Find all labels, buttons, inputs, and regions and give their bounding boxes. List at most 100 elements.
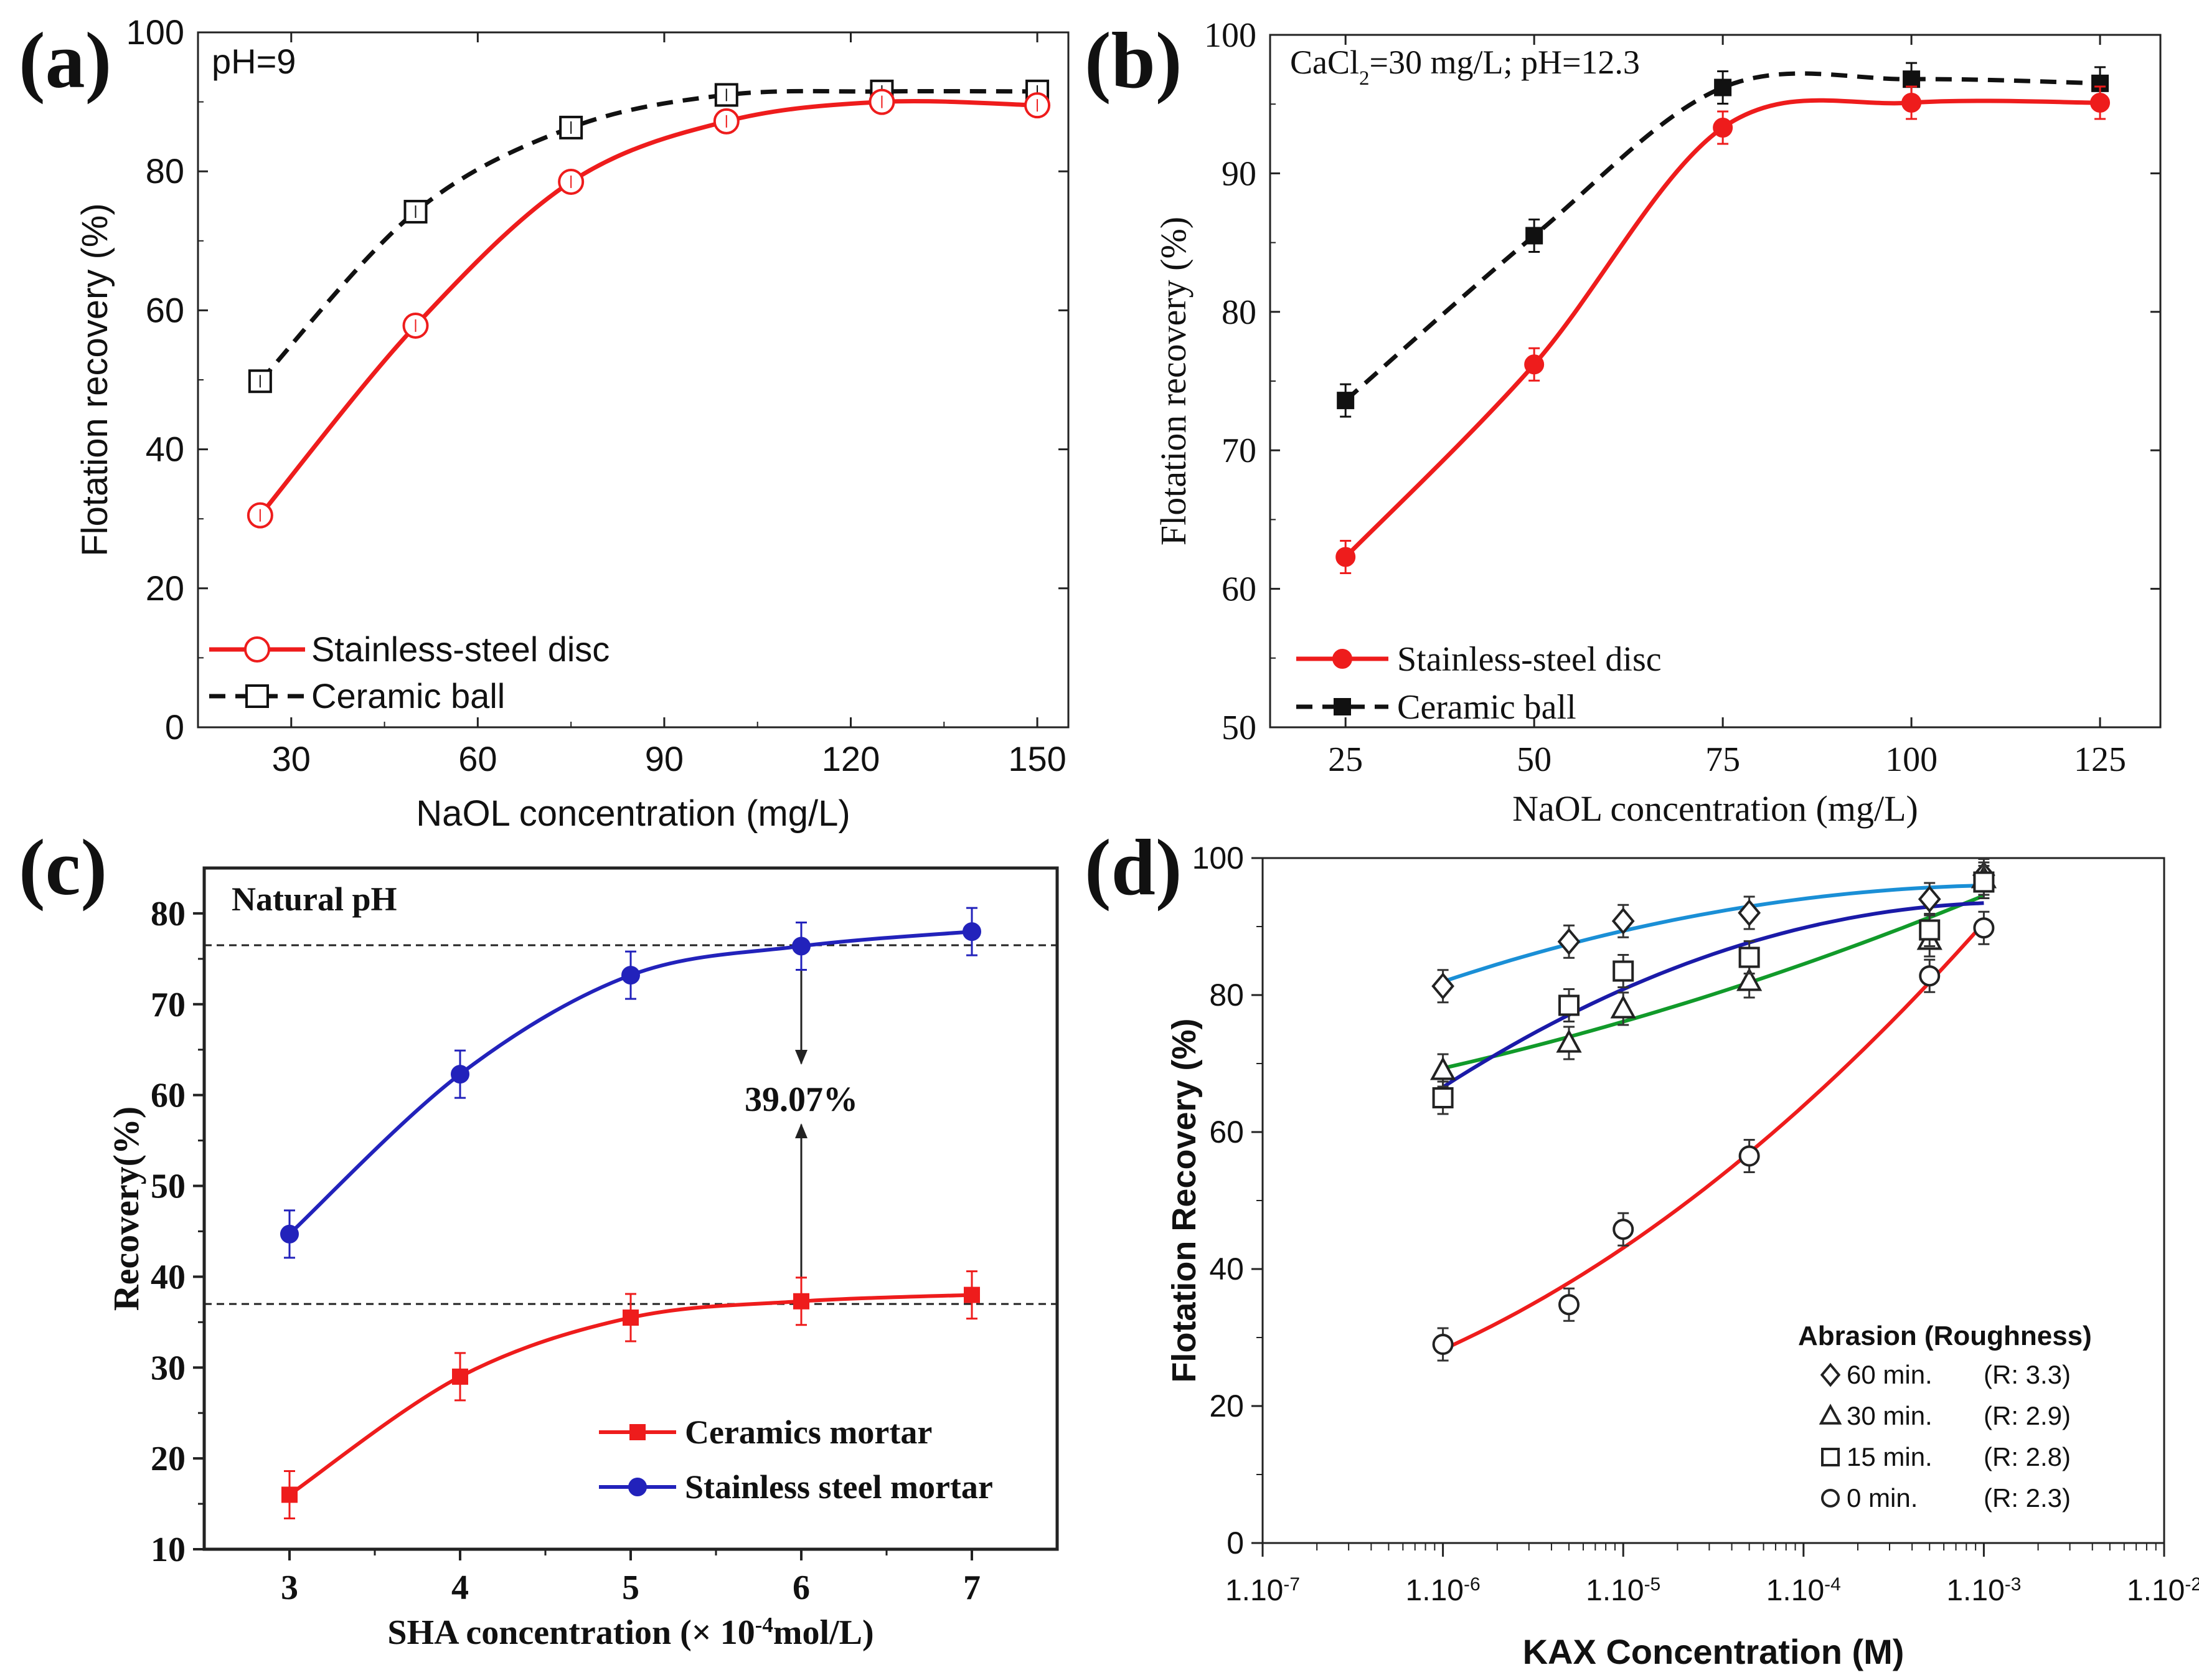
y-tick-label: 10 [151,1531,186,1569]
y-tick-label: 100 [1204,16,1256,55]
legend-roughness: (R: 2.3) [1984,1483,2071,1512]
data-point [1335,547,1356,567]
x-tick-label-part: -7 [1283,1574,1300,1595]
y-tick-label: 20 [146,569,184,608]
data-point [1736,967,1763,991]
data-point [1432,1334,1454,1355]
series-line [258,88,1038,383]
y-tick-label: 30 [151,1349,186,1387]
y-tick-label: 40 [1209,1252,1244,1286]
series-line [1344,71,2101,402]
x-tick-label-part: 1.10 [1225,1574,1283,1607]
series-line [288,930,972,1236]
y-tick-label: 50 [151,1168,186,1206]
series-line [1344,98,2101,559]
y-tick-label: 80 [146,151,184,191]
annotation-conditions-part: 2 [1359,67,1370,90]
data-point [1610,994,1636,1019]
x-axis-label: KAX Concentration (M) [1523,1632,1905,1671]
data-point [793,1293,809,1310]
legend-label: 60 min. [1847,1360,1933,1389]
data-point [1611,907,1635,935]
x-tick-label: 7 [963,1569,981,1607]
data-point [1901,92,1922,113]
arrow-head-down [795,1050,808,1065]
panel-b: 25 50 75 100 125 50 60 70 80 90 100 NaOL concentrat… [1085,16,2162,829]
data-point [1429,1056,1456,1080]
y-tick-label: 90 [1222,154,1256,193]
legend-label: 15 min. [1847,1442,1933,1471]
x-axis-label: NaOL concentration (mg/L) [1512,788,1918,829]
y-tick-label: 100 [1192,841,1244,875]
data-point [1903,70,1921,88]
panel-label: (d) [1085,823,1182,912]
panel-c: 3 4 5 6 7 10 20 30 40 50 60 70 80 SHA concentration (… [19,823,1059,1653]
y-tick-label: 20 [1209,1389,1244,1423]
x-tick-label-part: -2 [2185,1574,2199,1595]
legend-label: 0 min. [1847,1483,1918,1512]
y-axis-label: Flotation recovery (%) [1153,217,1194,545]
x-tick-label: 100 [1885,740,1938,779]
data-point [1613,1219,1634,1240]
panel-label: (a) [19,16,111,105]
data-point [1973,871,1995,893]
data-point [452,1368,468,1385]
x-axis-label: SHA concentration (× 10-4mol/L) [387,1613,873,1653]
data-point [281,1486,298,1503]
plot-frame [1261,857,2165,1544]
difference-label: 39.07% [745,1080,858,1119]
annotation-conditions-part: =30 mg/L; pH=12.3 [1370,44,1640,81]
legend-marker [1819,1404,1842,1425]
x-tick-label-part: -6 [1464,1574,1481,1595]
legend-roughness: (R: 3.3) [1984,1360,2071,1389]
data-point [1613,960,1634,982]
data-point [1714,78,1732,97]
y-tick-label: 80 [151,895,186,933]
data-point [1713,118,1733,138]
x-tick-label: 90 [645,739,684,778]
panel-label: (c) [19,823,107,912]
data-point [1556,1029,1582,1053]
legend-label-ceramic: Ceramic ball [311,676,505,715]
data-point [1738,946,1760,968]
x-tick-label: 4 [451,1569,469,1607]
data-point [1558,1294,1580,1316]
annotation-natural-ph: Natural pH [232,880,397,918]
annotation-conditions: CaCl2=30 mg/L; pH=12.3 [1290,44,1640,90]
fit-curve [1442,884,1984,984]
data-point [1557,928,1581,956]
y-tick-label: 70 [1222,432,1256,470]
legend: Stainless-steel disc Ceramic ball [209,630,610,715]
y-tick-label: 50 [1222,709,1256,747]
legend-marker [1821,1448,1840,1466]
fit-curve [1441,901,1984,1089]
x-tick-label: 75 [1705,740,1740,779]
fit-curve [1451,922,1985,1347]
x-tick-label: 1.10-4 [1766,1574,1841,1608]
x-tick-label: 5 [622,1569,639,1607]
legend-marker [1820,1362,1841,1387]
x-tick-label: 1.10-2 [2127,1574,2199,1608]
legend-label-ceramics: Ceramics mortar [685,1413,932,1451]
legend-marker-ceramics [629,1424,646,1440]
data-point [2090,92,2111,113]
data-point [1919,919,1941,941]
x-axis-label-part: SHA concentration (× 10 [387,1613,755,1652]
legend-marker [1821,1489,1840,1508]
data-point [792,937,811,956]
data-point [1973,917,1995,939]
legend-label: 30 min. [1847,1401,1933,1430]
data-point [1524,354,1545,375]
data-point [280,1224,299,1243]
x-tick-label: 6 [793,1569,810,1607]
x-tick-label: 1.10-5 [1586,1574,1660,1608]
legend-title: Abrasion (Roughness) [1798,1321,2092,1351]
data-point [1738,1145,1760,1167]
legend-label-disc: Stainless-steel disc [1397,640,1662,679]
x-tick-label-part: -4 [1824,1574,1841,1595]
data-point [1918,885,1941,913]
series-line [258,98,1038,517]
data-point [621,966,640,985]
legend-marker-ceramic [1334,698,1351,715]
